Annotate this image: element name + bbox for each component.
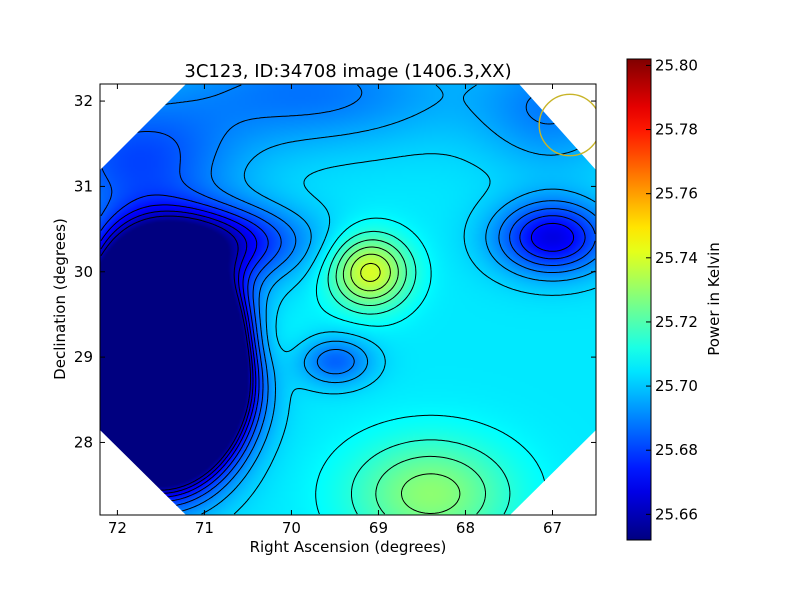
colorbar-tick-label: 25.66: [655, 505, 698, 523]
colorbar-ticks: 25.66 25.68 25.70 25.72 25.74 25.76 25.78 25.80: [646, 56, 698, 523]
contour-level-13: [360, 262, 381, 282]
contour-level-11: [342, 246, 461, 514]
y-tick-label: 28: [74, 433, 93, 451]
contour-lines: [100, 84, 596, 515]
x-tick-label: 68: [456, 519, 475, 537]
contour-level-9: [327, 230, 511, 515]
colorbar-tick-label: 25.70: [655, 377, 698, 395]
x-axis: 72 71 70 69 68 67: [108, 84, 562, 537]
x-tick-label: 71: [195, 519, 214, 537]
y-axis: 28 29 30 31 32: [74, 92, 596, 451]
colorbar-bar: [626, 58, 652, 541]
contour-level-8: [315, 217, 547, 515]
plot-area: [99, 83, 597, 516]
contour-level-10: [335, 239, 486, 515]
heatmap-image: [100, 84, 596, 515]
contour-level-7: [100, 153, 596, 515]
x-tick-label: 69: [369, 519, 388, 537]
colorbar-tick-label: 25.76: [655, 185, 698, 203]
beam-circle: [538, 93, 596, 157]
x-axis-label: Right Ascension (degrees): [250, 538, 447, 556]
colorbar-tick-label: 25.78: [655, 121, 698, 139]
colorbar-tick-label: 25.68: [655, 441, 698, 459]
colorbar-label: Power in Kelvin: [705, 242, 723, 356]
colorbar: 25.66 25.68 25.70 25.72 25.74 25.76 25.78 25.80…: [626, 56, 723, 541]
x-tick-label: 67: [543, 519, 562, 537]
plot-frame: [99, 83, 597, 516]
y-tick-label: 30: [74, 263, 93, 281]
chart-title: 3C123, ID:34708 image (1406.3,XX): [184, 61, 511, 82]
contour-level-12: [350, 253, 391, 292]
x-tick-label: 72: [108, 519, 127, 537]
colorbar-tick-label: 25.72: [655, 313, 698, 331]
x-tick-label: 70: [282, 519, 301, 537]
colorbar-tick-label: 25.80: [655, 56, 698, 74]
y-tick-label: 29: [74, 348, 93, 366]
y-axis-label: Declination (degrees): [51, 218, 69, 380]
y-tick-label: 31: [74, 177, 93, 195]
y-tick-label: 32: [74, 92, 93, 110]
colorbar-tick-label: 25.74: [655, 249, 698, 267]
